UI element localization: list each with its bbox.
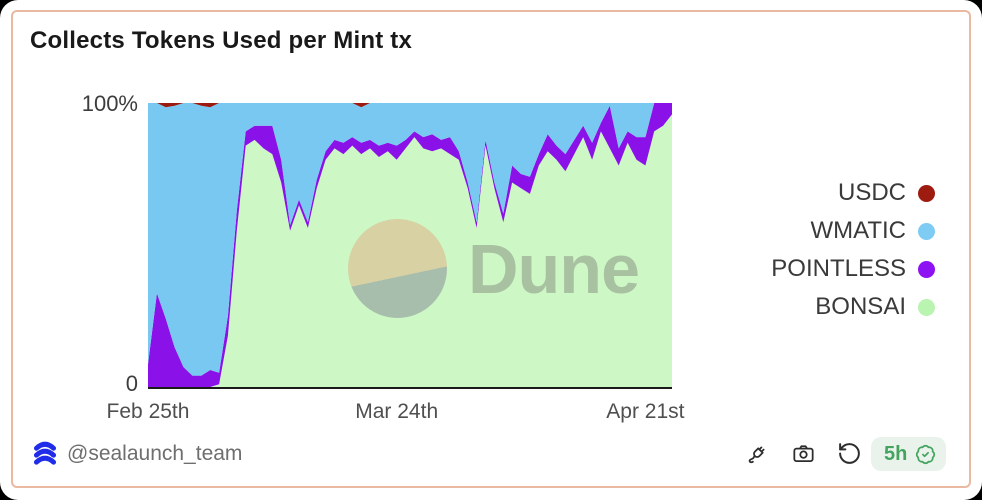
plug-icon[interactable]	[745, 441, 770, 466]
dune-watermark-text: Dune	[468, 230, 640, 308]
dune-watermark-logo	[348, 219, 447, 318]
legend-color-dot	[918, 260, 935, 278]
badge-age-label: 5h	[884, 442, 908, 465]
legend-color-dot	[918, 298, 935, 316]
camera-icon[interactable]	[791, 441, 816, 466]
x-tick-mar-24th: Mar 24th	[355, 400, 439, 423]
sealaunch-logo-icon	[33, 441, 57, 465]
data-freshness-badge[interactable]: 5h	[871, 437, 947, 471]
legend-label: USDC	[837, 179, 906, 206]
x-tick-feb-25th: Feb 25th	[106, 400, 190, 423]
legend-color-dot	[918, 184, 935, 202]
x-axis-line	[148, 386, 672, 389]
rotate-ccw-icon[interactable]	[837, 441, 862, 466]
y-axis-label-100: 100%	[81, 91, 138, 116]
x-axis-ticks: Feb 25th Mar 24th Apr 21st	[107, 400, 685, 428]
legend-label: WMATIC	[810, 217, 906, 244]
x-tick-apr-21st: Apr 21st	[606, 400, 685, 423]
verified-seal-icon	[916, 444, 936, 464]
legend-item-pointless[interactable]: POINTLESS	[771, 250, 935, 288]
area-usdc	[148, 103, 672, 108]
legend-item-bonsai[interactable]: BONSAI	[771, 288, 935, 326]
legend-item-wmatic[interactable]: WMATIC	[771, 212, 935, 250]
chart-legend: USDC WMATIC POINTLESS BONSAI	[771, 174, 935, 326]
area-wmatic	[148, 103, 672, 376]
author-handle-link[interactable]: @sealaunch_team	[67, 442, 243, 465]
area-pointless	[148, 103, 672, 387]
legend-color-dot	[918, 222, 935, 240]
legend-label: POINTLESS	[771, 255, 906, 282]
legend-item-usdc[interactable]: USDC	[771, 174, 935, 212]
legend-label: BONSAI	[815, 293, 906, 320]
page-title: Collects Tokens Used per Mint tx	[30, 27, 413, 54]
y-axis-label-0: 0	[125, 371, 138, 396]
